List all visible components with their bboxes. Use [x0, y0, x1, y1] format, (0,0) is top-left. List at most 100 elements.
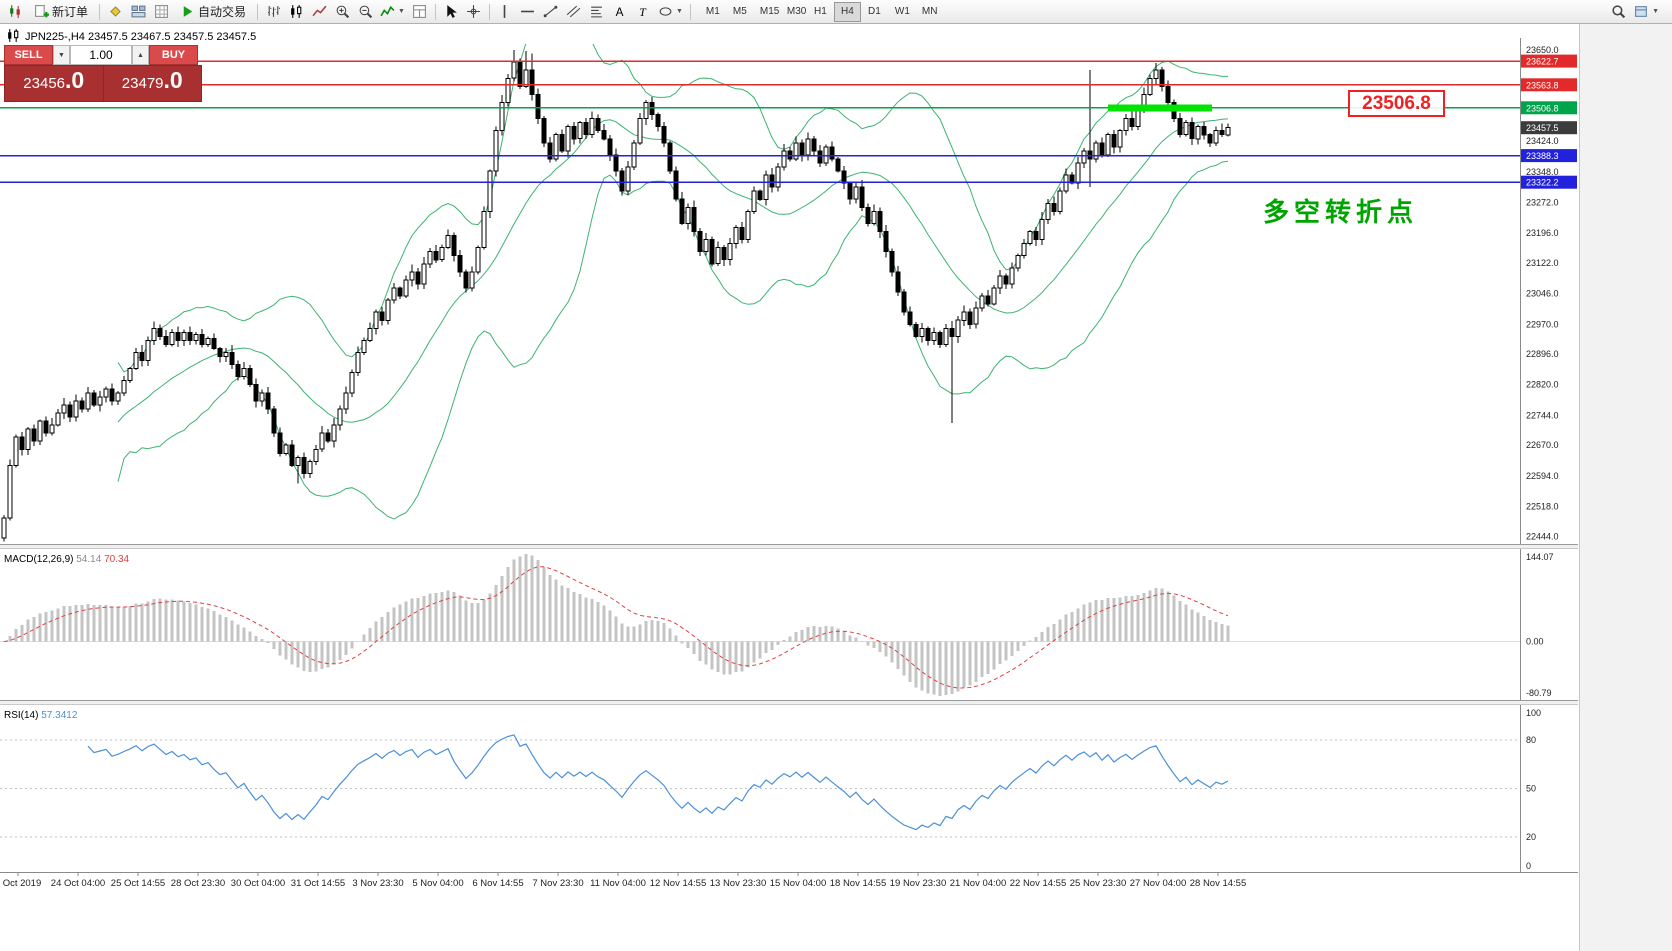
- price-axis-label: 23196.0: [1526, 228, 1559, 238]
- chevron-down-icon: ▼: [398, 8, 405, 15]
- toolbar-strategy-tester-button[interactable]: [150, 2, 172, 22]
- toolbar-zoom-out-button[interactable]: [354, 2, 376, 22]
- timeframe-h1-button[interactable]: H1: [807, 2, 834, 22]
- timeframe-m1-button[interactable]: M1: [699, 2, 726, 22]
- buy-button[interactable]: BUY: [149, 45, 198, 65]
- toolbar-chart-layouts-button[interactable]: ▼: [1631, 2, 1662, 22]
- price-axis-label: 22970.0: [1526, 319, 1559, 329]
- sell-price-main: 23456: [23, 75, 66, 92]
- chart-svg[interactable]: 23650.0 23424.0 23348.0 23272.0 23196.0 23122…: [0, 24, 1579, 951]
- time-axis-label: 19 Nov 23:30: [890, 878, 947, 889]
- chart-symbol-header: JPN225-,H4 23457.5 23467.5 23457.5 23457…: [6, 28, 256, 46]
- toolbar-metaeditor-button[interactable]: [104, 2, 126, 22]
- right-panel-area: [1579, 24, 1672, 951]
- toolbar-candle-chart-button[interactable]: [285, 2, 307, 22]
- svg-text:23457.5: 23457.5: [1526, 123, 1559, 133]
- price-axis-label: 22670.0: [1526, 440, 1559, 450]
- toolbar-vertical-line-button[interactable]: [494, 2, 516, 22]
- time-axis-label: 25 Oct 14:55: [111, 878, 165, 889]
- toolbar-trendline-button[interactable]: [540, 2, 562, 22]
- price-badge: 23322.2: [1521, 175, 1577, 189]
- price-badge: 23457.5: [1521, 121, 1577, 135]
- price-axis-label: 22444.0: [1526, 531, 1559, 541]
- level-highlight-segment[interactable]: [1108, 104, 1212, 112]
- macd-axis-max: 144.07: [1526, 552, 1554, 562]
- timeframe-m5-button[interactable]: M5: [726, 2, 753, 22]
- svg-text:A: A: [616, 6, 624, 19]
- candlesticks: [1, 50, 1231, 542]
- time-axis-label: 22 Nov 14:55: [1010, 878, 1067, 889]
- pane-separator[interactable]: [0, 544, 1578, 549]
- chart-window[interactable]: 23650.0 23424.0 23348.0 23272.0 23196.0 23122…: [0, 24, 1580, 951]
- price-badge: 23388.3: [1521, 149, 1577, 163]
- sell-price[interactable]: 23456.0: [5, 66, 104, 101]
- toolbar-auto-trading-button[interactable]: 自动交易: [173, 2, 253, 22]
- time-axis-label: 13 Nov 23:30: [710, 878, 767, 889]
- toolbar-search-button[interactable]: [1607, 2, 1629, 22]
- macd-signal-line: [3, 566, 1229, 689]
- toolbar-horizontal-line-button[interactable]: [517, 2, 539, 22]
- price-axis-label: 23122.0: [1526, 258, 1559, 268]
- time-axis-label: 30 Oct 04:00: [231, 878, 285, 889]
- main-toolbar: 新订单 自动交易 ▼ A T ▼ M1 M5 M15 M30 H1 H4 D1 W1 MN ▼: [0, 0, 1672, 24]
- rsi-line: [87, 734, 1229, 831]
- toolbar-fibonacci-button[interactable]: [586, 2, 608, 22]
- toolbar-indicators-button[interactable]: ▼: [377, 2, 408, 22]
- toolbar-crosshair-button[interactable]: [463, 2, 485, 22]
- svg-text:23322.2: 23322.2: [1526, 178, 1559, 188]
- price-level-label: 23506.8: [1348, 90, 1445, 117]
- time-axis-label: 11 Nov 04:00: [590, 878, 646, 889]
- time-axis-label: 5 Nov 04:00: [412, 878, 463, 889]
- toolbar-shapes-button[interactable]: ▼: [655, 2, 686, 22]
- chevron-down-icon: ▼: [675, 8, 683, 15]
- macd-axis-zero: 0.00: [1526, 637, 1544, 647]
- time-axis-label: 31 Oct 14:55: [291, 878, 345, 889]
- toolbar-equidistant-channel-button[interactable]: [563, 2, 585, 22]
- timeframe-h4-button[interactable]: H4: [833, 1, 861, 22]
- one-click-trade-panel: SELL ▼ ▲ BUY 23456.0 23479.0: [4, 45, 202, 102]
- time-axis-label: 24 Oct 04:00: [51, 878, 105, 889]
- toolbar-text-button[interactable]: A: [609, 2, 631, 22]
- price-badge: 23506.8: [1521, 101, 1577, 115]
- timeframe-d1-button[interactable]: D1: [861, 2, 888, 22]
- timeframe-m15-button[interactable]: M15: [753, 2, 780, 22]
- toolbar-cursor-button[interactable]: [440, 2, 462, 22]
- toolbar-separator: [257, 3, 259, 20]
- rsi-label: RSI(14) 57.3412: [4, 710, 78, 721]
- timeframe-mn-button[interactable]: MN: [915, 2, 942, 22]
- sell-button[interactable]: SELL: [4, 45, 53, 65]
- user-hlines: [0, 60, 1520, 183]
- price-chart[interactable]: 23650.0 23424.0 23348.0 23272.0 23196.0 23122…: [0, 24, 1579, 951]
- toolbar-terminal-button[interactable]: [127, 2, 149, 22]
- timeframe-m30-button[interactable]: M30: [780, 2, 807, 22]
- toolbar-right-group: ▼: [1607, 2, 1668, 22]
- toolbar-zoom-in-button[interactable]: [331, 2, 353, 22]
- time-axis[interactable]: 2 Oct 2019 24 Oct 04:00 25 Oct 14:55 28 Oct…: [0, 872, 1578, 889]
- volume-input[interactable]: [70, 45, 132, 65]
- volume-increase-button[interactable]: ▲: [132, 45, 149, 65]
- toolbar-separator: [434, 3, 436, 20]
- workspace: 23650.0 23424.0 23348.0 23272.0 23196.0 23122…: [0, 24, 1672, 951]
- price-axis-label: 22820.0: [1526, 380, 1559, 390]
- toolbar-bar-chart-button[interactable]: [262, 2, 284, 22]
- toolbar-line-chart-button[interactable]: [308, 2, 330, 22]
- buy-price[interactable]: 23479.0: [104, 66, 202, 101]
- time-axis-label: 15 Nov 04:00: [770, 878, 827, 889]
- price-axis-label: 23650.0: [1526, 45, 1559, 55]
- time-axis-label: 2 Oct 2019: [0, 878, 41, 889]
- volume-decrease-button[interactable]: ▼: [53, 45, 70, 65]
- timeframe-w1-button[interactable]: W1: [888, 2, 915, 22]
- time-axis-label: 27 Nov 04:00: [1130, 878, 1187, 889]
- time-axis-label: 6 Nov 14:55: [472, 878, 523, 889]
- time-axis-label: 28 Nov 14:55: [1190, 878, 1247, 889]
- svg-text:23506.8: 23506.8: [1526, 103, 1559, 113]
- toolbar-tile-windows-button[interactable]: [409, 2, 431, 22]
- time-axis-label: 12 Nov 14:55: [650, 878, 707, 889]
- toolbar-new-order-button[interactable]: 新订单: [27, 2, 95, 22]
- toolbar-new-chart-button[interactable]: [4, 2, 26, 22]
- svg-text:23563.8: 23563.8: [1526, 80, 1559, 90]
- rsi-pane: RSI(14) 57.3412 100 80 50 20 0: [0, 708, 1541, 871]
- pane-separator[interactable]: [0, 700, 1578, 705]
- toolbar-text-label-button[interactable]: T: [632, 2, 654, 22]
- symbol-ohlc-text: JPN225-,H4 23457.5 23467.5 23457.5 23457…: [25, 31, 257, 43]
